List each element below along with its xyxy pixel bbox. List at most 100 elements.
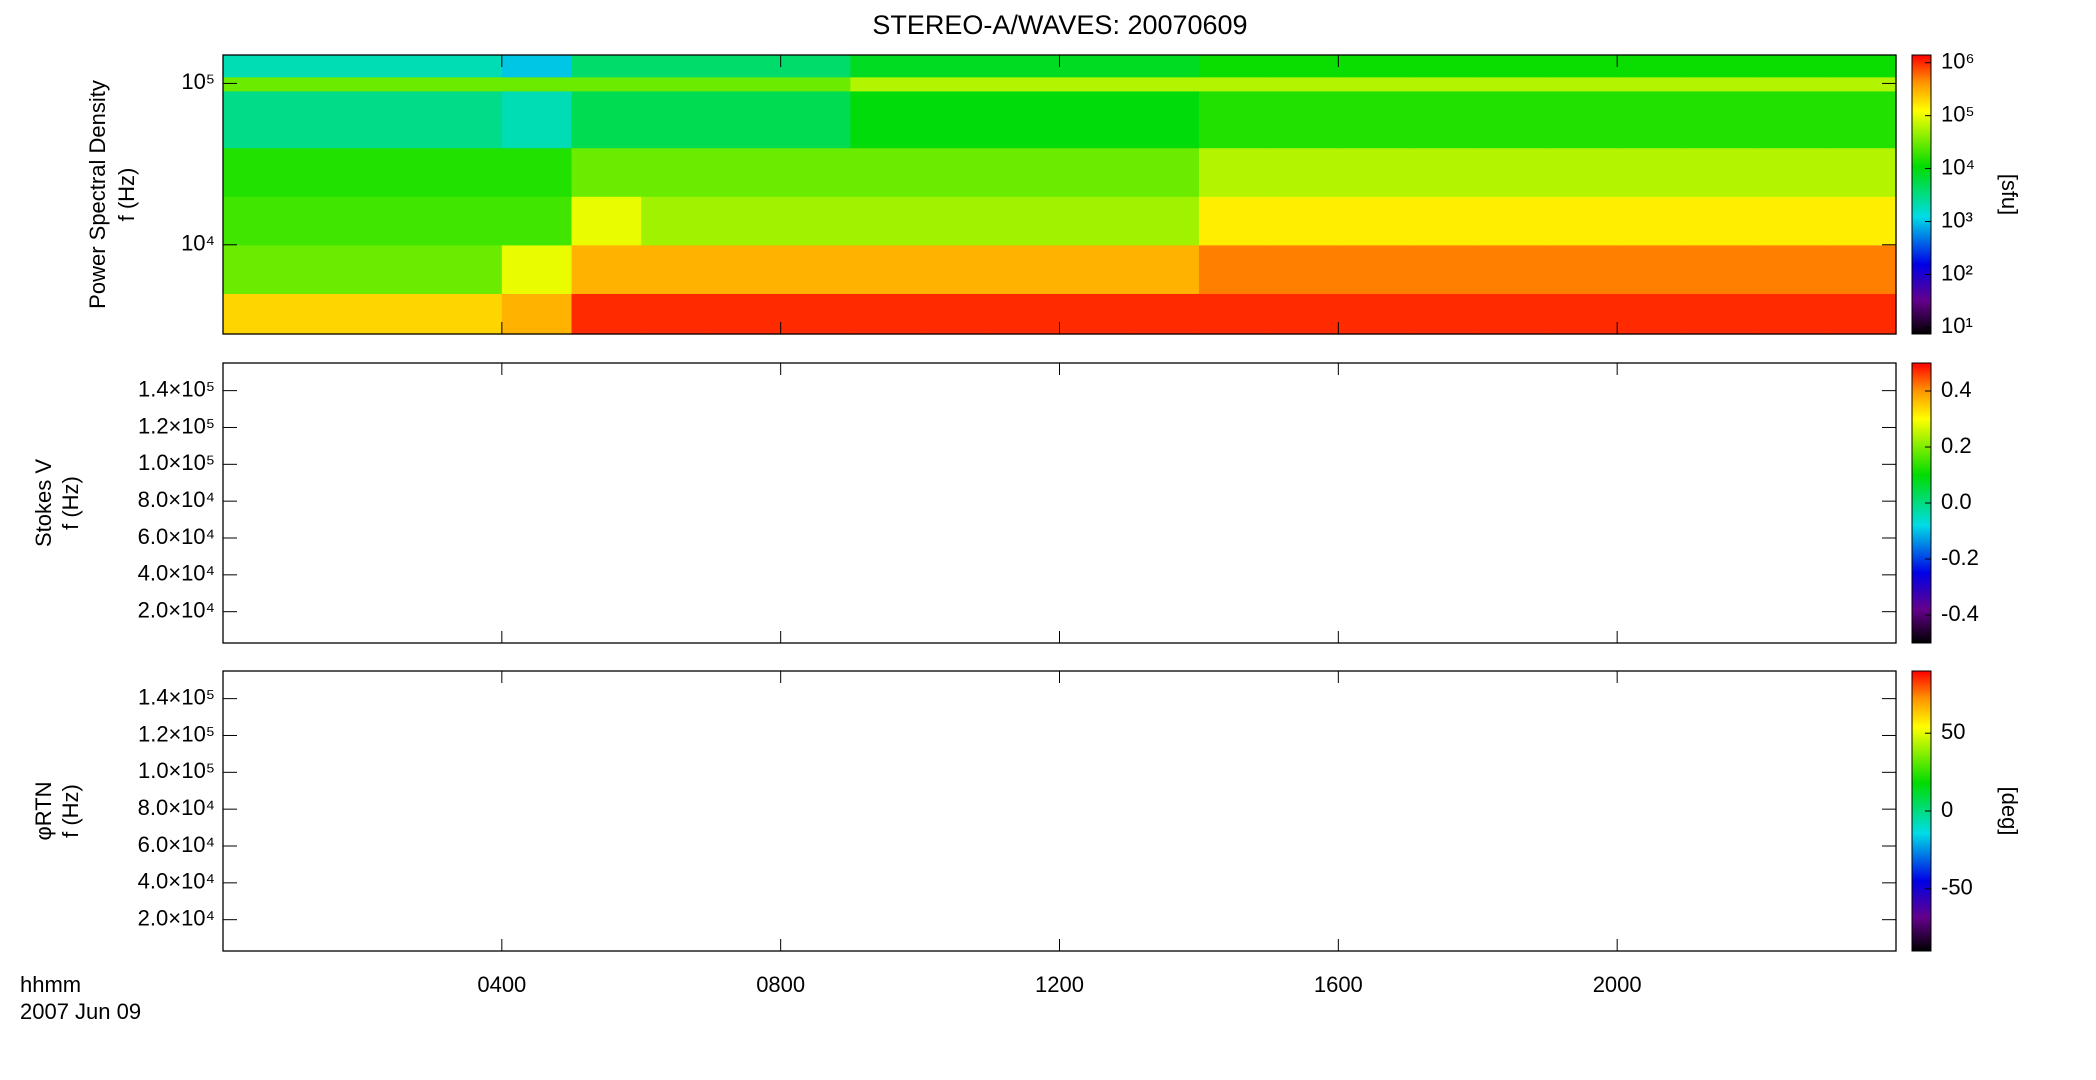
heatmap-cell bbox=[710, 293, 782, 335]
heatmap-cell bbox=[432, 76, 503, 92]
heatmap-cell bbox=[1198, 55, 1270, 78]
y-axis-label: f (Hz) bbox=[58, 476, 83, 530]
heatmap-cell bbox=[1408, 76, 1479, 92]
heatmap-cell bbox=[1826, 90, 1897, 149]
heatmap-cell bbox=[1686, 76, 1758, 92]
heatmap-cell bbox=[223, 147, 294, 197]
heatmap-cell bbox=[501, 55, 573, 78]
heatmap-cell bbox=[1129, 76, 1200, 92]
heatmap-cell bbox=[571, 76, 642, 92]
heatmap-cell bbox=[641, 147, 712, 197]
heatmap-cell bbox=[292, 244, 364, 294]
heatmap-cell bbox=[1338, 90, 1409, 149]
heatmap-cell bbox=[432, 293, 503, 335]
heatmap-cell bbox=[1756, 76, 1827, 92]
y-tick-label: 1.0×10⁵ bbox=[138, 758, 215, 783]
colorbar-tick-label: 10¹ bbox=[1941, 313, 1973, 338]
y-tick-label: 2.0×10⁴ bbox=[138, 597, 215, 622]
heatmap-cell bbox=[641, 90, 712, 149]
heatmap-cell bbox=[989, 244, 1061, 294]
heatmap-cell bbox=[223, 76, 294, 92]
heatmap-cell bbox=[989, 55, 1061, 78]
heatmap-cell bbox=[1617, 196, 1688, 246]
heatmap-cell bbox=[1268, 244, 1339, 294]
heatmap-cell bbox=[1617, 244, 1688, 294]
heatmap-cell bbox=[432, 55, 503, 78]
heatmap-cell bbox=[1826, 196, 1897, 246]
x-tick-label: 1600 bbox=[1314, 972, 1363, 997]
heatmap-cell bbox=[1686, 293, 1758, 335]
heatmap-cell bbox=[362, 76, 433, 92]
heatmap-cell bbox=[501, 293, 573, 335]
heatmap-cell bbox=[223, 90, 294, 149]
y-axis-label: f (Hz) bbox=[58, 784, 83, 838]
heatmap-cell bbox=[710, 147, 782, 197]
heatmap-cell bbox=[1477, 244, 1549, 294]
heatmap-cell bbox=[1408, 244, 1479, 294]
heatmap-cell bbox=[1198, 90, 1270, 149]
heatmap-cell bbox=[571, 147, 642, 197]
heatmap-cell bbox=[1408, 293, 1479, 335]
colorbar-tick-label: 10³ bbox=[1941, 207, 1973, 232]
heatmap-cell bbox=[1477, 76, 1549, 92]
heatmap-cell bbox=[850, 90, 921, 149]
y-tick-label: 1.4×10⁵ bbox=[138, 376, 215, 401]
plot-frame bbox=[222, 362, 1897, 644]
heatmap-cell bbox=[850, 147, 921, 197]
heatmap-cell bbox=[780, 147, 851, 197]
x-tick-label: 1200 bbox=[1035, 972, 1084, 997]
heatmap-cell bbox=[1547, 293, 1618, 335]
heatmap-cell bbox=[362, 196, 433, 246]
heatmap-cell bbox=[501, 147, 573, 197]
heatmap-cell bbox=[292, 147, 364, 197]
plot-frame bbox=[222, 670, 1897, 952]
heatmap-cell bbox=[1617, 293, 1688, 335]
heatmap-cell bbox=[1268, 55, 1339, 78]
y-axis-label: f (Hz) bbox=[114, 168, 139, 222]
heatmap-cell bbox=[1268, 147, 1339, 197]
heatmap-cell bbox=[1268, 76, 1339, 92]
heatmap-cell bbox=[1198, 76, 1270, 92]
heatmap-cell bbox=[1756, 196, 1827, 246]
heatmap-cell bbox=[920, 76, 991, 92]
heatmap-cell bbox=[292, 90, 364, 149]
heatmap-cell bbox=[432, 196, 503, 246]
heatmap-cell bbox=[1338, 244, 1409, 294]
y-tick-label: 4.0×10⁴ bbox=[138, 869, 215, 894]
heatmap-cell bbox=[1617, 147, 1688, 197]
heatmap-cell bbox=[501, 244, 573, 294]
heatmap-cell bbox=[850, 76, 921, 92]
heatmap-cell bbox=[1129, 90, 1200, 149]
heatmap-cell bbox=[1477, 90, 1549, 149]
heatmap-cell bbox=[362, 293, 433, 335]
colorbar-tick-label: 0 bbox=[1941, 797, 1953, 822]
heatmap-cell bbox=[432, 244, 503, 294]
heatmap-cell bbox=[1826, 293, 1897, 335]
heatmap-cell bbox=[1198, 244, 1270, 294]
x-tick-label: 0800 bbox=[756, 972, 805, 997]
heatmap-cell bbox=[989, 90, 1061, 149]
y-axis-label: φRTN bbox=[31, 781, 56, 840]
heatmap-cell bbox=[1129, 293, 1200, 335]
heatmap-cell bbox=[1477, 196, 1549, 246]
heatmap-cell bbox=[710, 244, 782, 294]
heatmap-cell bbox=[1268, 293, 1339, 335]
y-axis-label: Stokes V bbox=[31, 459, 56, 547]
heatmap-cell bbox=[571, 90, 642, 149]
heatmap-cell bbox=[710, 76, 782, 92]
heatmap-cell bbox=[1547, 76, 1618, 92]
chart-title: STEREO-A/WAVES: 20070609 bbox=[872, 10, 1247, 40]
colorbar-tick-label: 10⁶ bbox=[1941, 49, 1975, 74]
heatmap-cell bbox=[780, 293, 851, 335]
heatmap-cell bbox=[1408, 55, 1479, 78]
colorbar-label: [deg] bbox=[1997, 787, 2022, 836]
heatmap-cell bbox=[1477, 147, 1549, 197]
heatmap-cell bbox=[710, 196, 782, 246]
y-tick-label: 10⁴ bbox=[181, 231, 215, 256]
heatmap-cell bbox=[1826, 55, 1897, 78]
heatmap-cell bbox=[850, 244, 921, 294]
colorbar-tick-label: 10² bbox=[1941, 260, 1973, 285]
heatmap-cell bbox=[1408, 196, 1479, 246]
heatmap-cell bbox=[1826, 147, 1897, 197]
